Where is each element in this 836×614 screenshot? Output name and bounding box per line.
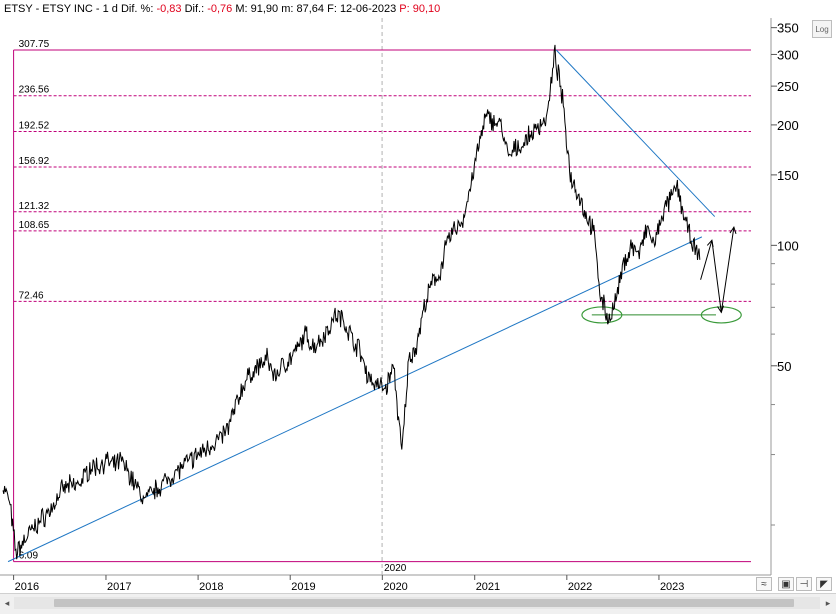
interval-label: 1 d bbox=[102, 3, 118, 15]
dif-value: -0,76 bbox=[207, 3, 233, 15]
dif-label: Dif.: bbox=[184, 3, 205, 15]
fib-level-label: 72.46 bbox=[19, 290, 44, 301]
x-tick-label: 2022 bbox=[568, 581, 592, 593]
x-tick-label: 2017 bbox=[107, 581, 131, 593]
x-tick-label: 2021 bbox=[476, 581, 500, 593]
downtrend-line bbox=[555, 49, 716, 217]
fib-level-label: 121.32 bbox=[19, 201, 50, 212]
scroll-right-icon[interactable]: ▸ bbox=[825, 598, 831, 608]
projection-path bbox=[700, 227, 735, 313]
x-tick-label: 2018 bbox=[199, 581, 223, 593]
log-scale-button[interactable]: Log bbox=[812, 20, 832, 38]
fib-level-label: 192.52 bbox=[19, 121, 50, 132]
support-ellipse bbox=[700, 306, 742, 324]
price-label: P: 90,10 bbox=[399, 3, 441, 15]
y-tick-label: 150 bbox=[777, 168, 799, 183]
support-ellipse bbox=[581, 306, 623, 324]
y-tick-label: 100 bbox=[777, 238, 799, 253]
tool-button-icon[interactable]: ≈ bbox=[756, 577, 772, 591]
x-tick-label: 2020 bbox=[383, 581, 407, 593]
date-label: F: 12-06-2023 bbox=[327, 3, 397, 15]
fib-level-label: 108.65 bbox=[19, 220, 50, 231]
projection-arrowhead bbox=[729, 226, 737, 235]
y-tick-label: 200 bbox=[777, 118, 799, 133]
y-tick-label: 50 bbox=[777, 359, 791, 374]
chart-header: ETSY - ETSY INC - 1 d Dif. %: -0,83 Dif.… bbox=[4, 3, 440, 15]
uptrend-line bbox=[7, 236, 703, 563]
y-tick-label: 250 bbox=[777, 79, 799, 94]
pin-icon[interactable]: ⊣ bbox=[796, 577, 812, 591]
projection-arrowhead bbox=[706, 239, 714, 248]
dif-pct-label: Dif. %: bbox=[120, 3, 154, 15]
fib-level-label: 307.75 bbox=[19, 39, 50, 50]
fib-level-label: 236.56 bbox=[19, 85, 50, 96]
fib-level-label: 6.09 bbox=[19, 551, 39, 562]
x-tick-label: 2016 bbox=[15, 581, 39, 593]
y-tick-label: 350 bbox=[777, 21, 799, 36]
projection-arrowhead bbox=[717, 305, 724, 314]
price-series-line bbox=[2, 44, 701, 560]
x-tick-label: 2019 bbox=[291, 581, 315, 593]
max-label: M: 91,90 bbox=[235, 3, 279, 15]
x-tick-label: 2023 bbox=[660, 581, 684, 593]
save-icon[interactable]: ▣ bbox=[778, 577, 794, 591]
price-chart: 2020 50 100 150 200 250 300 350 2016 2017 2018 2019… bbox=[0, 18, 799, 593]
chart-type-icon[interactable]: ◤ bbox=[816, 577, 832, 591]
fib-level-label: 156.92 bbox=[19, 156, 50, 167]
symbol-label: ETSY - ETSY INC - bbox=[4, 3, 100, 15]
min-label: m: 87,64 bbox=[281, 3, 325, 15]
y-tick-label: 300 bbox=[777, 47, 799, 62]
scroll-track[interactable] bbox=[14, 597, 820, 609]
dif-pct-value: -0,83 bbox=[156, 3, 182, 15]
scroll-left-icon[interactable]: ◂ bbox=[4, 598, 10, 608]
year-marker-label: 2020 bbox=[384, 563, 407, 574]
scroll-thumb[interactable] bbox=[54, 599, 794, 607]
bottom-scrollbar[interactable]: ◂ ▸ bbox=[0, 593, 836, 614]
